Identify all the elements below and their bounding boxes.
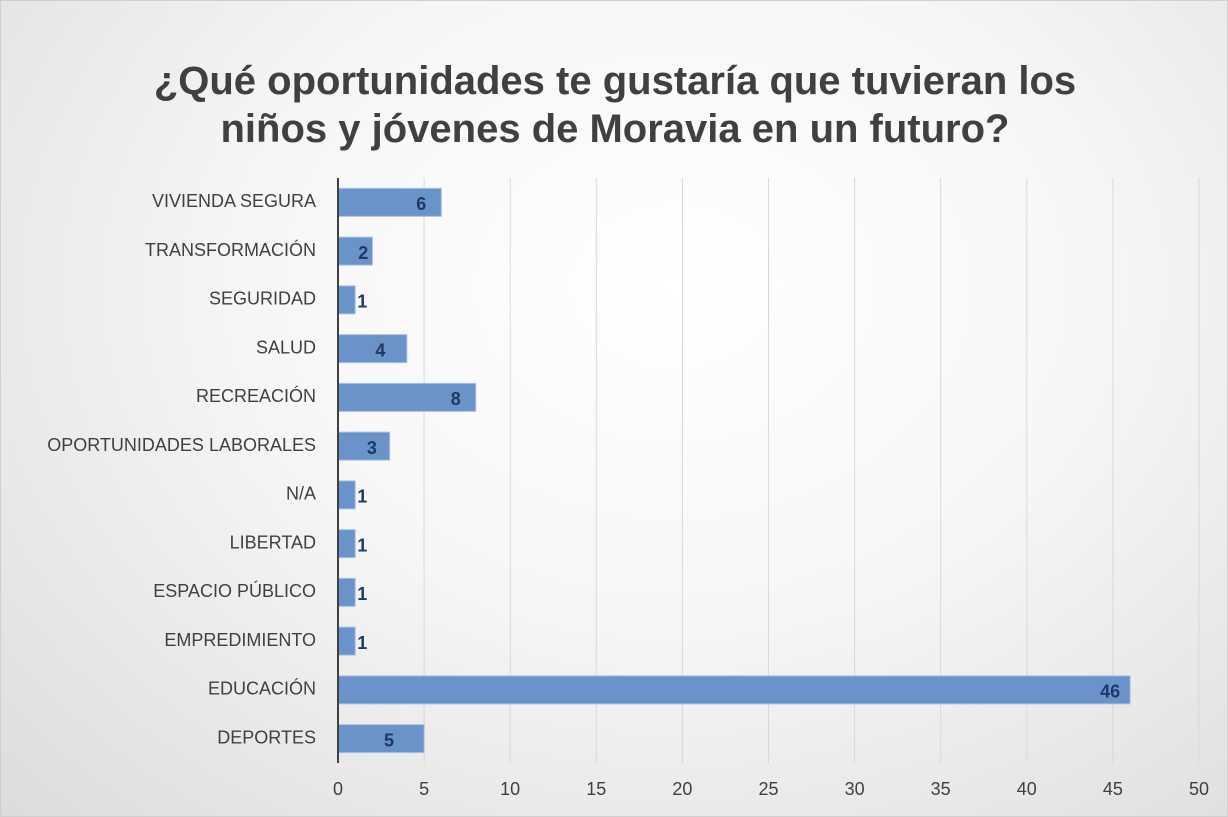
y-tick-label: VIVIENDA SEGURA [152, 191, 316, 211]
bar [337, 431, 391, 461]
x-tick-label: 30 [845, 779, 865, 799]
bar [337, 577, 356, 607]
y-tick-label: LIBERTAD [230, 532, 316, 552]
bar [337, 334, 408, 364]
chart-title: ¿Qué oportunidades te gustaría que tuvie… [153, 59, 1077, 151]
y-tick-label: ESPACIO PÚBLICO [153, 580, 316, 601]
data-label: 4 [375, 340, 385, 360]
x-tick-label: 10 [500, 779, 520, 799]
bar [337, 285, 356, 315]
x-tick-label: 0 [333, 779, 343, 799]
y-tick-label: OPORTUNIDADES LABORALES [47, 435, 316, 455]
data-label: 3 [367, 438, 377, 458]
bar [337, 675, 1131, 705]
y-tick-label: EDUCACIÓN [208, 678, 316, 699]
bar [337, 480, 356, 510]
data-label: 5 [384, 730, 394, 750]
x-tick-label: 40 [1017, 779, 1037, 799]
x-tick-label: 35 [931, 779, 951, 799]
data-label: 2 [358, 243, 368, 263]
y-tick-label: EMPREDIMIENTO [164, 630, 316, 650]
y-tick-label: SALUD [256, 337, 316, 357]
x-tick-label: 45 [1103, 779, 1123, 799]
y-tick-label: SEGURIDAD [209, 289, 316, 309]
x-tick-label: 5 [419, 779, 429, 799]
bar [337, 626, 356, 656]
data-label: 1 [357, 292, 367, 312]
y-tick-label: N/A [286, 484, 316, 504]
data-label: 6 [416, 194, 426, 214]
x-tick-label: 20 [672, 779, 692, 799]
data-label: 1 [357, 535, 367, 555]
bar [337, 724, 425, 754]
x-tick-label: 15 [586, 779, 606, 799]
x-tick-label: 50 [1189, 779, 1209, 799]
y-tick-label: RECREACIÓN [196, 385, 316, 406]
data-label: 46 [1100, 682, 1120, 702]
x-tick-label: 25 [758, 779, 778, 799]
data-label: 1 [357, 633, 367, 653]
data-label: 1 [357, 487, 367, 507]
data-label: 8 [451, 389, 461, 409]
y-tick-label: TRANSFORMACIÓN [145, 239, 316, 260]
data-label: 1 [357, 584, 367, 604]
bar [337, 529, 356, 559]
y-tick-label: DEPORTES [217, 727, 316, 747]
